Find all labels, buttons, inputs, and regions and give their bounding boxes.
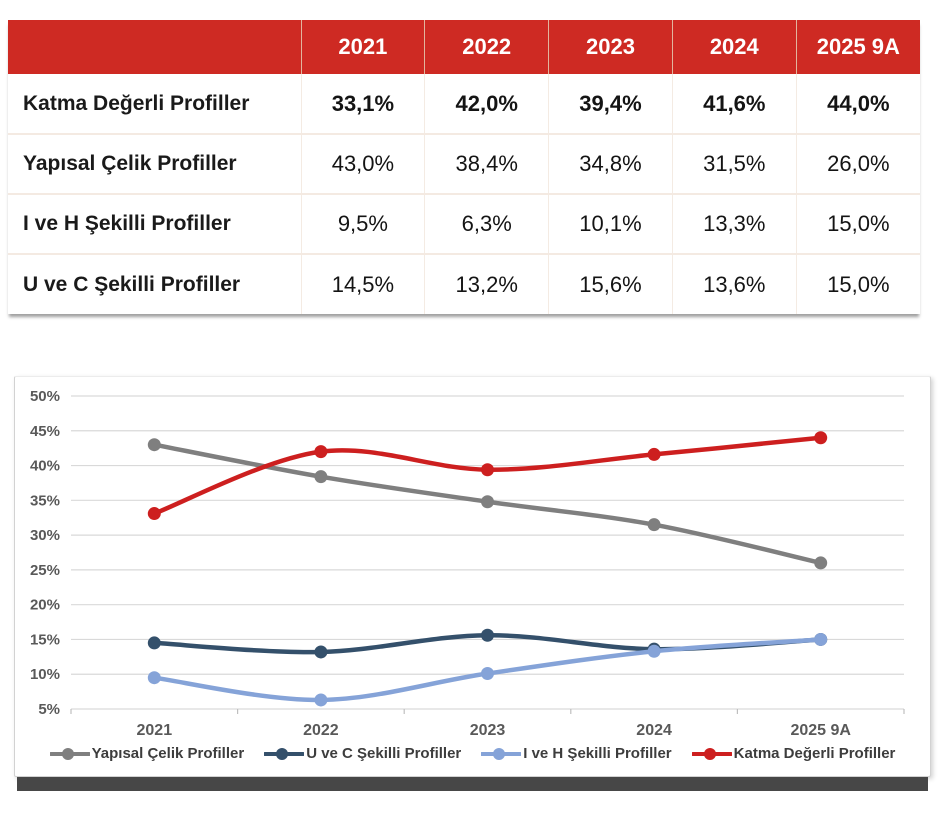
- legend-label: Yapısal Çelik Profiller: [91, 745, 245, 762]
- y-axis-tick-label: 35%: [30, 492, 60, 509]
- row-label: U ve C Şekilli Profiller: [8, 253, 301, 314]
- table-cell-value: 43,0%: [300, 133, 425, 194]
- legend-label: I ve H Şekilli Profiller: [523, 745, 672, 762]
- data-point-i-ve-h-ekilli-profiller: [481, 667, 494, 681]
- table-header-year: 2023: [548, 20, 673, 74]
- ratio-table-card: 2021 2022 2023 2024 2025 9A Katma Değerl…: [8, 20, 920, 314]
- trend-line-chart: 5% 10% 15% 20% 25% 30% 35% 40% 45% 50% 2021 2022 202…: [15, 381, 930, 743]
- table-cell-value: 39,4%: [548, 74, 673, 134]
- data-point-katma-de-erli-profiller: [814, 431, 828, 445]
- x-axis-category-label: 2021: [137, 722, 173, 739]
- data-point-katma-de-erli-profiller: [147, 507, 161, 521]
- data-point-u-ve-c-ekilli-profiller: [147, 636, 161, 650]
- data-point-i-ve-h-ekilli-profiller: [314, 693, 328, 707]
- table-header-empty-cell: [8, 20, 301, 74]
- ratio-table: 2021 2022 2023 2024 2025 9A Katma Değerl…: [8, 20, 920, 314]
- table-cell-value: 41,6%: [671, 74, 797, 134]
- data-point-katma-de-erli-profiller: [647, 447, 661, 461]
- chart-legend: Yapısal Çelik Profiller U ve C Şekilli Pr…: [15, 743, 930, 776]
- y-axis-tick-label: 20%: [30, 597, 60, 614]
- table-cell-value: 15,6%: [548, 253, 673, 314]
- y-axis-tick-label: 30%: [30, 527, 60, 544]
- table-cell-value: 13,2%: [424, 253, 549, 314]
- data-point-yap-sal-elik-profiller: [814, 556, 828, 570]
- trend-chart-card: 5% 10% 15% 20% 25% 30% 35% 40% 45% 50% 2021 2022 202…: [14, 376, 931, 777]
- table-cell-value: 15,0%: [795, 193, 920, 254]
- table-cell-value: 13,3%: [671, 193, 797, 254]
- table-cell-value: 9,5%: [300, 193, 425, 254]
- y-axis-tick-label: 5%: [38, 701, 60, 718]
- legend-item: I ve H Şekilli Profiller: [481, 745, 672, 762]
- data-point-yap-sal-elik-profiller: [147, 438, 161, 452]
- legend-label: Katma Değerli Profiller: [733, 745, 896, 762]
- table-header-year: 2025 9A: [795, 20, 920, 74]
- row-label: Yapısal Çelik Profiller: [8, 133, 301, 194]
- table-cell-value: 10,1%: [548, 193, 673, 254]
- data-point-yap-sal-elik-profiller: [481, 495, 494, 509]
- y-axis-tick-label: 25%: [30, 562, 60, 579]
- legend-marker-icon: [691, 747, 732, 760]
- table-cell-value: 42,0%: [424, 74, 549, 134]
- y-axis-tick-label: 10%: [30, 666, 60, 683]
- table-header-year: 2021: [300, 20, 425, 74]
- data-point-yap-sal-elik-profiller: [647, 518, 661, 532]
- table-cell-value: 34,8%: [548, 133, 673, 194]
- x-axis-category-label: 2022: [303, 722, 339, 739]
- table-cell-value: 44,0%: [795, 74, 920, 134]
- data-point-yap-sal-elik-profiller: [314, 470, 328, 484]
- legend-marker-icon: [49, 747, 90, 760]
- table-header-row: 2021 2022 2023 2024 2025 9A: [8, 20, 920, 74]
- legend-item: U ve C Şekilli Profiller: [264, 745, 461, 762]
- data-point-u-ve-c-ekilli-profiller: [314, 645, 328, 659]
- table-cell-value: 6,3%: [424, 193, 549, 254]
- y-axis-tick-label: 40%: [30, 458, 60, 475]
- x-axis-category-label: 2024: [636, 722, 672, 739]
- legend-item: Katma Değerli Profiller: [691, 745, 896, 762]
- table-cell-value: 31,5%: [671, 133, 797, 194]
- data-point-i-ve-h-ekilli-profiller: [814, 632, 828, 646]
- table-row: Katma Değerli Profiller 33,1% 42,0% 39,4…: [8, 74, 920, 134]
- legend-marker-icon: [481, 747, 522, 760]
- data-point-u-ve-c-ekilli-profiller: [481, 628, 494, 642]
- table-cell-value: 33,1%: [300, 74, 425, 134]
- table-cell-value: 13,6%: [671, 253, 797, 314]
- table-header-year: 2022: [424, 20, 549, 74]
- data-point-katma-de-erli-profiller: [314, 445, 328, 459]
- data-point-katma-de-erli-profiller: [481, 463, 494, 477]
- legend-marker-icon: [264, 747, 305, 760]
- y-axis-tick-label: 50%: [30, 388, 60, 405]
- data-point-i-ve-h-ekilli-profiller: [147, 671, 161, 685]
- table-row: U ve C Şekilli Profiller 14,5% 13,2% 15,…: [8, 253, 920, 314]
- chart-canvas: 5% 10% 15% 20% 25% 30% 35% 40% 45% 50% 2021 2022 202…: [30, 388, 905, 739]
- table-cell-value: 15,0%: [795, 253, 920, 314]
- table-cell-value: 14,5%: [300, 253, 425, 314]
- y-axis-tick-label: 15%: [30, 631, 60, 648]
- row-label: I ve H Şekilli Profiller: [8, 193, 301, 254]
- table-cell-value: 26,0%: [795, 133, 920, 194]
- legend-item: Yapısal Çelik Profiller: [49, 745, 245, 762]
- row-label: Katma Değerli Profiller: [8, 74, 301, 134]
- x-axis-category-label: 2025 9A: [790, 722, 851, 739]
- table-cell-value: 38,4%: [424, 133, 549, 194]
- x-axis-category-label: 2023: [470, 722, 506, 739]
- data-point-i-ve-h-ekilli-profiller: [647, 644, 661, 658]
- y-axis-tick-label: 45%: [30, 423, 60, 440]
- table-header-year: 2024: [671, 20, 797, 74]
- table-row: Yapısal Çelik Profiller 43,0% 38,4% 34,8…: [8, 133, 920, 194]
- legend-label: U ve C Şekilli Profiller: [306, 745, 462, 762]
- table-row: I ve H Şekilli Profiller 9,5% 6,3% 10,1%…: [8, 193, 920, 254]
